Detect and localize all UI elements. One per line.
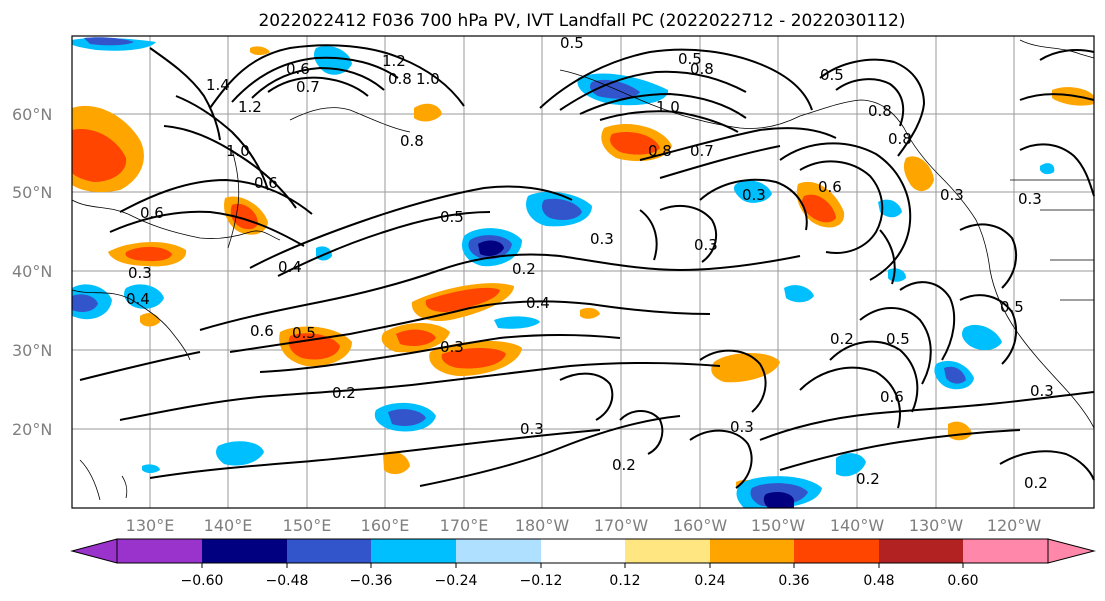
contour-label: 0.3 — [590, 230, 614, 248]
contour-label: 1.0 — [656, 98, 680, 116]
contour-label: 1.4 — [206, 76, 230, 94]
colorbar-bin — [202, 539, 287, 563]
contour-label: 1.2 — [382, 52, 406, 70]
lat-label: 50°N — [12, 183, 52, 202]
colorbar-bin — [710, 539, 794, 563]
contour-label: 0.5 — [820, 66, 844, 84]
contour-label: 0.3 — [128, 264, 152, 282]
longitude-labels: 130°E 140°E 150°E 160°E 170°E 180°W 170°… — [126, 516, 1042, 535]
ivt-contours — [79, 44, 1095, 489]
contour-label: 0.5 — [292, 324, 316, 342]
lon-label: 170°E — [440, 516, 489, 535]
lon-label: 130°W — [909, 516, 964, 535]
lon-label: 150°E — [283, 516, 332, 535]
contour-label: 0.2 — [856, 470, 880, 488]
colorbar-tick-label: 0.36 — [778, 573, 809, 589]
lon-label: 140°E — [204, 516, 253, 535]
contour-label: 0.4 — [278, 258, 302, 276]
contour-label: 0.6 — [254, 174, 278, 192]
lon-label: 130°E — [126, 516, 175, 535]
latitude-labels: 60°N 50°N 40°N 30°N 20°N — [12, 105, 52, 439]
contour-label: 0.6 — [818, 178, 842, 196]
colorbar-max-extend — [1047, 538, 1096, 564]
contour-label: 0.7 — [296, 78, 320, 96]
contour-label: 0.2 — [512, 260, 536, 278]
contour-label: 0.5 — [886, 330, 910, 348]
colorbar-tick-label: −0.48 — [266, 573, 309, 589]
colorbar-bin — [117, 539, 202, 563]
colorbar-tick-label: 0.48 — [863, 573, 894, 589]
colorbar-tick-label: 0.12 — [609, 573, 640, 589]
colorbar-min-extend — [70, 538, 118, 564]
contour-label: 0.7 — [690, 142, 714, 160]
contour-label: 0.3 — [1030, 382, 1054, 400]
colorbar-bin — [625, 539, 710, 563]
map-panel: 1.2 0.5 0.8 1.0 0.6 0.7 1.4 1.2 0.8 1.0 … — [71, 34, 1095, 509]
colorbar-tick-label: 0.24 — [694, 573, 725, 589]
contour-label: 0.4 — [526, 294, 550, 312]
lat-label: 60°N — [12, 105, 52, 124]
colorbar: −0.60 −0.48 −0.36 −0.24 −0.12 0.12 0.24 … — [70, 538, 1096, 589]
lon-label: 160°E — [361, 516, 410, 535]
contour-label: 0.6 — [880, 388, 904, 406]
contour-label: 0.8 — [690, 60, 714, 78]
contour-label: 0.4 — [126, 290, 150, 308]
colorbar-bin — [879, 539, 963, 563]
contour-label: 0.5 — [1000, 298, 1024, 316]
contour-label: 0.2 — [612, 456, 636, 474]
contour-label: 1.2 — [238, 98, 262, 116]
contour-label: 0.2 — [1024, 474, 1048, 492]
contour-label: 1.0 — [416, 70, 440, 88]
colorbar-bin — [541, 539, 625, 563]
contour-label: 0.8 — [400, 132, 424, 150]
contour-label: 0.8 — [648, 142, 672, 160]
contour-label: 0.2 — [830, 330, 854, 348]
contour-label: 0.3 — [1018, 190, 1042, 208]
contour-label: 0.3 — [940, 186, 964, 204]
contour-label: 0.3 — [440, 338, 464, 356]
contour-label: 0.3 — [730, 418, 754, 436]
lon-label: 140°W — [830, 516, 885, 535]
contour-label: 0.3 — [520, 420, 544, 438]
colorbar-tick-label: −0.24 — [435, 573, 478, 589]
contour-label: 0.2 — [332, 384, 356, 402]
colorbar-bin — [456, 539, 541, 563]
lon-label: 120°W — [987, 516, 1042, 535]
lat-label: 40°N — [12, 262, 52, 281]
lon-label: 180°W — [515, 516, 570, 535]
contour-label: 0.5 — [678, 50, 702, 68]
contour-label: 0.8 — [388, 70, 412, 88]
colorbar-ticks — [201, 563, 964, 568]
contour-label: 0.6 — [286, 60, 310, 78]
contour-label: 1.0 — [226, 142, 250, 160]
coastlines — [71, 39, 1095, 501]
colorbar-bin — [963, 539, 1048, 563]
lon-label: 170°W — [594, 516, 649, 535]
colorbar-bin — [287, 539, 371, 563]
lat-label: 30°N — [12, 341, 52, 360]
contour-label: 0.5 — [440, 208, 464, 226]
contour-label: 0.6 — [250, 322, 274, 340]
contour-label: 0.3 — [742, 186, 766, 204]
colorbar-tick-label: 0.60 — [947, 573, 978, 589]
contour-label: 0.6 — [140, 204, 164, 222]
colorbar-bin — [794, 539, 879, 563]
contour-label: 0.8 — [888, 130, 912, 148]
contour-label: 0.5 — [560, 34, 584, 52]
contour-labels: 1.2 0.5 0.8 1.0 0.6 0.7 1.4 1.2 0.8 1.0 … — [126, 34, 1054, 492]
lat-label: 20°N — [12, 420, 52, 439]
lon-label: 150°W — [751, 516, 806, 535]
contour-label: 0.3 — [694, 236, 718, 254]
colorbar-tick-label: −0.12 — [520, 573, 563, 589]
lon-label: 160°W — [673, 516, 728, 535]
colorbar-bin — [371, 539, 456, 563]
colorbar-tick-label: −0.60 — [181, 573, 224, 589]
figure-title: 2022022412 F036 700 hPa PV, IVT Landfall… — [258, 11, 905, 31]
contour-label: 0.8 — [868, 102, 892, 120]
colorbar-tick-label: −0.36 — [350, 573, 393, 589]
